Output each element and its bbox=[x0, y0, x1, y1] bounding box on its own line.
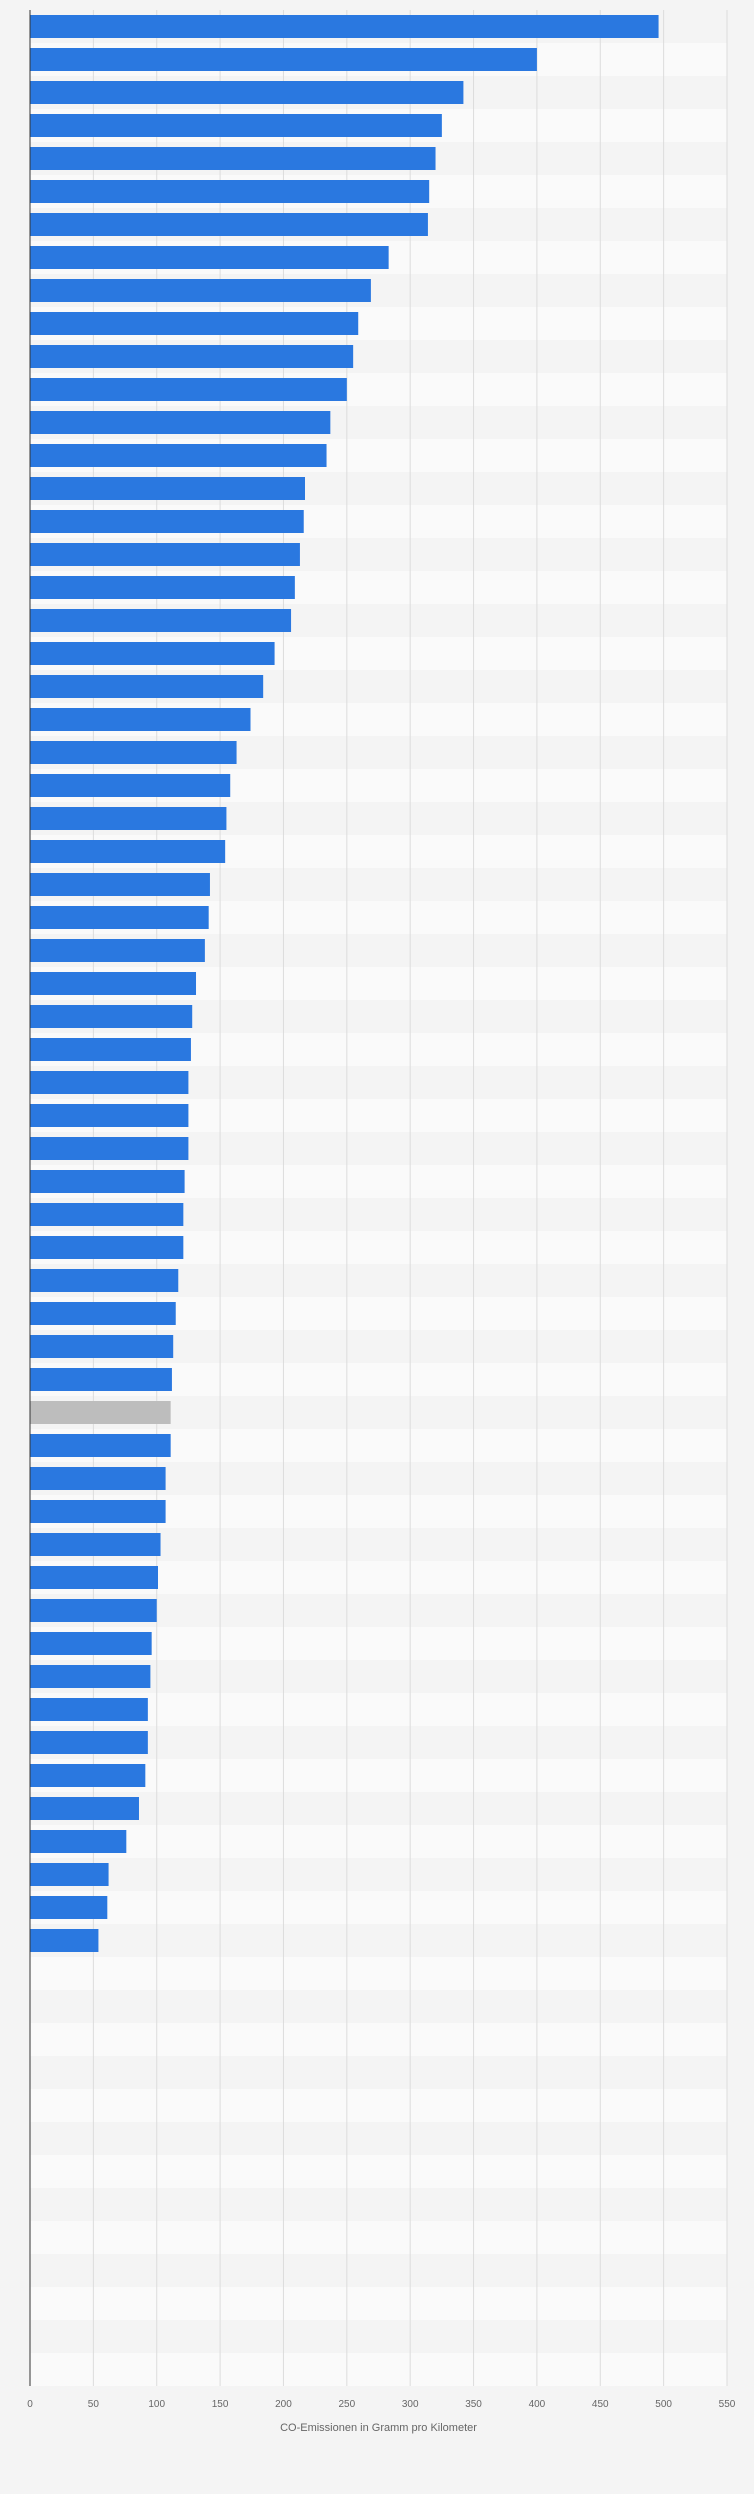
row-band bbox=[30, 2089, 727, 2122]
bar bbox=[30, 1863, 109, 1886]
bar bbox=[30, 642, 275, 665]
bars bbox=[30, 15, 659, 1952]
x-tick-label: 0 bbox=[27, 2399, 33, 2410]
x-tick-label: 250 bbox=[338, 2399, 355, 2410]
row-band bbox=[30, 2287, 727, 2320]
x-tick-label: 400 bbox=[529, 2399, 546, 2410]
bar bbox=[30, 1071, 189, 1094]
bar bbox=[30, 114, 442, 137]
bar bbox=[30, 1104, 189, 1127]
bar bbox=[30, 708, 251, 731]
bar bbox=[30, 939, 205, 962]
bar bbox=[30, 510, 304, 533]
bar bbox=[30, 774, 231, 797]
row-band bbox=[30, 1924, 727, 1957]
bar bbox=[30, 147, 436, 170]
bar bbox=[30, 873, 210, 896]
bar bbox=[30, 1731, 148, 1754]
bar bbox=[30, 81, 464, 104]
row-band bbox=[30, 1825, 727, 1858]
row-band bbox=[30, 2353, 727, 2386]
bar bbox=[30, 1236, 184, 1259]
bar bbox=[30, 1929, 99, 1952]
row-band bbox=[30, 2122, 727, 2155]
bar bbox=[30, 1203, 184, 1226]
bar bbox=[30, 576, 295, 599]
x-tick-label: 200 bbox=[275, 2399, 292, 2410]
bar bbox=[30, 15, 659, 38]
bar bbox=[30, 972, 197, 995]
bar bbox=[30, 906, 209, 929]
bar bbox=[30, 1698, 148, 1721]
row-band bbox=[30, 2155, 727, 2188]
bar bbox=[30, 1632, 152, 1655]
x-tick-label: 150 bbox=[212, 2399, 229, 2410]
bar bbox=[30, 213, 428, 236]
bar bbox=[30, 477, 305, 500]
gridlines bbox=[92, 10, 728, 2386]
bar bbox=[30, 807, 227, 830]
x-tick-label: 50 bbox=[88, 2399, 100, 2410]
bar bbox=[30, 180, 430, 203]
bar bbox=[30, 1797, 139, 1820]
x-tick-label: 500 bbox=[655, 2399, 672, 2410]
bar bbox=[30, 1830, 127, 1853]
bar bbox=[30, 1566, 158, 1589]
bar bbox=[30, 1467, 166, 1490]
row-band bbox=[30, 1792, 727, 1825]
bar bbox=[30, 378, 347, 401]
bar bbox=[30, 1368, 172, 1391]
row-band bbox=[30, 2023, 727, 2056]
bar bbox=[30, 840, 226, 863]
x-axis-label: CO-Emissionen in Gramm pro Kilometer bbox=[280, 2422, 477, 2434]
row-band bbox=[30, 1858, 727, 1891]
bar bbox=[30, 312, 359, 335]
bar bbox=[30, 444, 327, 467]
x-tick-label: 350 bbox=[465, 2399, 482, 2410]
bar bbox=[30, 741, 237, 764]
bar bbox=[30, 1401, 171, 1424]
bar bbox=[30, 1335, 174, 1358]
bar bbox=[30, 1005, 193, 1028]
x-tick-label: 100 bbox=[148, 2399, 165, 2410]
bar bbox=[30, 1896, 108, 1919]
bar bbox=[30, 1302, 176, 1325]
bar bbox=[30, 1434, 171, 1457]
bar bbox=[30, 1599, 157, 1622]
bar bbox=[30, 279, 371, 302]
bar bbox=[30, 48, 537, 71]
row-band bbox=[30, 1891, 727, 1924]
row-band bbox=[30, 2221, 727, 2254]
x-tick-label: 300 bbox=[402, 2399, 419, 2410]
bar bbox=[30, 1038, 191, 1061]
bar bbox=[30, 1533, 161, 1556]
row-band bbox=[30, 1957, 727, 1990]
x-tick-label: 550 bbox=[719, 2399, 736, 2410]
bar bbox=[30, 1269, 179, 1292]
row-band bbox=[30, 2056, 727, 2089]
bar bbox=[30, 345, 354, 368]
row-band bbox=[30, 1759, 727, 1792]
bar bbox=[30, 1665, 151, 1688]
bar bbox=[30, 609, 292, 632]
row-band bbox=[30, 2320, 727, 2353]
bar bbox=[30, 1137, 189, 1160]
bar bbox=[30, 411, 331, 434]
row-band bbox=[30, 1990, 727, 2023]
bar bbox=[30, 543, 300, 566]
bar bbox=[30, 246, 389, 269]
x-tick-labels: 0 50 100 150 200 250 300 350 400 450 500 550 bbox=[27, 2399, 736, 2410]
x-tick-label: 450 bbox=[592, 2399, 609, 2410]
row-band bbox=[30, 2188, 727, 2221]
bar bbox=[30, 1500, 166, 1523]
row-band bbox=[30, 2254, 727, 2287]
bar bbox=[30, 1170, 185, 1193]
bar bbox=[30, 1764, 146, 1787]
bar bbox=[30, 675, 264, 698]
